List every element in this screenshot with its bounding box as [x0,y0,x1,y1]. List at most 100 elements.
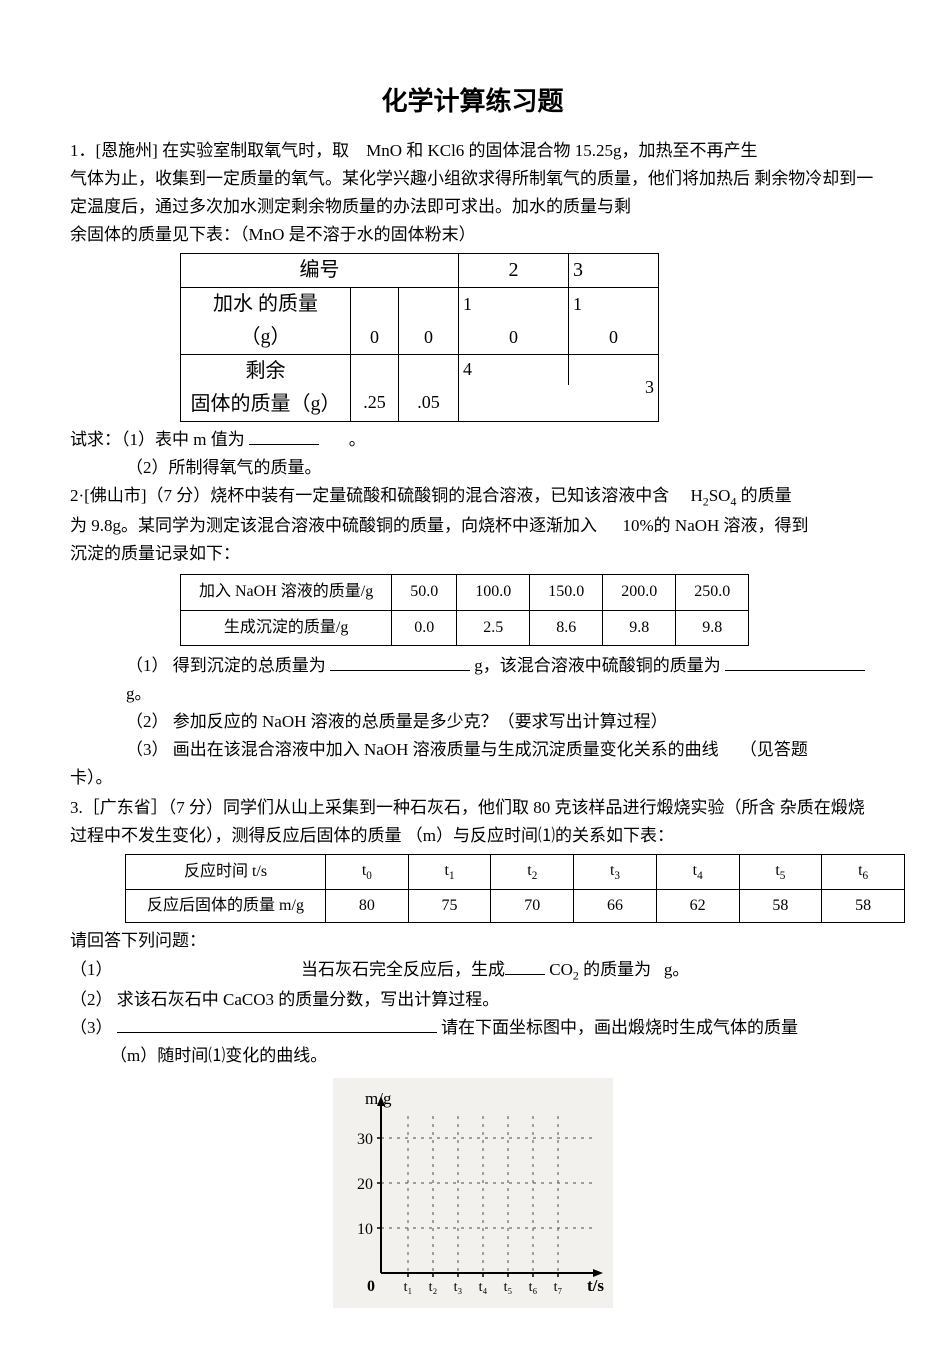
svg-text:t₁: t₁ [403,1280,412,1295]
q2-p1a: （1） 得到沉淀的总质量为 [126,656,326,675]
q2-line1d: 的质量 [736,486,791,505]
q2-p2: （2） 参加反应的 NaOH 溶液的总质量是多少克？（要求写出计算过程） [70,708,875,736]
svg-text:0: 0 [367,1278,375,1295]
t2-v12: 100.0 [457,575,530,610]
t1-r1c3: 3 [569,254,659,288]
t1-r2v4: 0 [569,321,659,355]
q2-line1: 2·[佛山市]（7 分）烧杯中装有一定量硫酸和硫酸铜的混合溶液，已知该溶液中含 … [70,482,875,512]
t2-v24: 9.8 [603,610,676,645]
q3-p1a: （1） [70,960,113,979]
q3-p1b: 当石灰石完全反应后，生成 [301,960,505,979]
t2-v14: 200.0 [603,575,676,610]
q1-line1a: 1．[恩施州] 在实验室制取氧气时，取 [70,141,349,160]
svg-text:t₂: t₂ [428,1280,437,1295]
q2-line2b: 10%的 NaOH 溶液，得到 [623,516,809,535]
q2-p3a: （3） 画出在该混合溶液中加入 NaOH 溶液质量与生成沉淀质量变化关系的曲线 [126,740,719,759]
svg-text:10: 10 [357,1221,373,1238]
q2-p1: （1） 得到沉淀的总质量为 g，该混合溶液中硫酸铜的质量为 g。 [70,652,875,708]
t1-r3v2: .05 [399,385,459,422]
t1-r3v1: .25 [351,385,399,422]
q2-p1c: g。 [126,684,152,703]
t3-c4: t4 [656,855,739,890]
q2-p3c: 卡）。 [70,764,875,792]
t1-r2c4t: 1 [569,288,659,322]
t3-c5: t5 [739,855,822,890]
t3-v4: 62 [656,890,739,923]
t2-h2: 生成沉淀的质量/g [181,610,392,645]
t2-v25: 9.8 [676,610,749,645]
q1-ask1a: 试求：（1）表中 m 值为 [70,430,245,449]
t1-r3c4t: 3 [569,355,659,422]
t3-v3: 66 [574,890,657,923]
q1-ask2: （2）所制得氧气的质量。 [70,454,875,482]
t3-c2: t2 [491,855,574,890]
q1-line2: 气体为止，收集到一定质量的氧气。某化学兴趣小组欲求得所制氧气的质量，他们将加热后… [70,165,875,221]
q1-table: 编号 2 3 加水 的质量 （g） 1 1 0 0 0 0 剩余 固体的质量（g… [180,253,659,422]
q3-line1: 3.［广东省］（7 分）同学们从山上采集到一种石灰石，他们取 80 克该样品进行… [70,794,875,850]
t3-v1: 75 [408,890,491,923]
t2-v15: 250.0 [676,575,749,610]
q1-line1b: MnO 和 KCl6 的固体混合物 15.25g，加热至不再产生 [366,141,757,160]
q3-p2: （2） 求该石灰石中 CaCO3 的质量分数，写出计算过程。 [70,986,875,1014]
svg-text:30: 30 [357,1131,373,1148]
t3-v5: 58 [739,890,822,923]
svg-text:t₄: t₄ [478,1280,487,1295]
q3-p3b: 请在下面坐标图中，画出煅烧时生成气体的质量 [441,1018,798,1037]
t2-v22: 2.5 [457,610,530,645]
svg-text:t/s: t/s [587,1276,604,1295]
q3-p1: （1） 当石灰石完全反应后，生成 CO2 的质量为 g。 [70,956,875,986]
t1-r2c3t: 1 [459,288,569,322]
q3-p3a: （3） [70,1018,113,1037]
q3-ask: 请回答下列问题： [70,927,875,955]
q2-line2: 为 9.8g。某同学为测定该混合溶液中硫酸铜的质量，向烧杯中逐渐加入 10%的 … [70,512,875,540]
t1-r3c1a: 剩余 [181,355,350,388]
t3-c6: t6 [822,855,905,890]
svg-text:t₆: t₆ [528,1280,537,1295]
t1-r1c2: 2 [459,254,569,288]
q1-ask1b: 。 [349,430,366,449]
q2-table: 加入 NaOH 溶液的质量/g 50.0 100.0 150.0 200.0 2… [180,574,749,646]
q1-line1: 1．[恩施州] 在实验室制取氧气时，取 MnO 和 KCl6 的固体混合物 15… [70,137,875,165]
q2-p1b: g，该混合溶液中硫酸铜的质量为 [474,656,721,675]
t3-h1: 反应时间 t/s [126,855,326,890]
chart-container: 10 20 30 t₁ t₂ t₃ t₄ t₅ t₆ t₇ 0 m/g t/s [70,1078,875,1317]
svg-text:20: 20 [357,1176,373,1193]
t2-v21: 0.0 [392,610,457,645]
svg-text:t₃: t₃ [453,1280,462,1295]
q3-table: 反应时间 t/s t0 t1 t2 t3 t4 t5 t6 反应后固体的质量 m… [125,854,905,923]
t2-v11: 50.0 [392,575,457,610]
q3-p1e: g。 [664,960,690,979]
q2-p3b: （见答题 [740,740,808,759]
t1-r3c1b: 固体的质量（g） [181,388,350,421]
t1-r3c3t: 4 [459,355,569,385]
q1-line3: 余固体的质量见下表：（MnO 是不溶于水的固体粉末） [70,221,875,249]
t2-v13: 150.0 [530,575,603,610]
q2-line1c: SO [709,486,731,505]
svg-text:t₇: t₇ [553,1280,562,1295]
q3-p1c: CO [549,960,573,979]
t3-c0: t0 [326,855,409,890]
t2-v23: 8.6 [530,610,603,645]
t2-h1: 加入 NaOH 溶液的质量/g [181,575,392,610]
blank-long3 [117,1016,437,1033]
q3-p1d: 的质量为 [579,960,651,979]
t3-v0: 80 [326,890,409,923]
t1-r1c1: 编号 [181,254,459,288]
t1-r2c1a: 加水 的质量 [181,288,350,321]
t3-v2: 70 [491,890,574,923]
q2-line2a: 为 9.8g。某同学为测定该混合溶液中硫酸铜的质量，向烧杯中逐渐加入 [70,516,597,535]
svg-text:t₅: t₅ [503,1280,512,1295]
q3-p3: （3） 请在下面坐标图中，画出煅烧时生成气体的质量 [70,1014,875,1042]
t1-r2v2: 0 [399,321,459,355]
t1-r2v1: 0 [351,321,399,355]
t3-h2: 反应后固体的质量 m/g [126,890,326,923]
blank-m [249,428,319,445]
q2-line1a: 2·[佛山市]（7 分）烧杯中装有一定量硫酸和硫酸铜的混合溶液，已知该溶液中含 [70,486,669,505]
q1-ask1: 试求：（1）表中 m 值为 。 [70,426,875,454]
t3-c1: t1 [408,855,491,890]
svg-text:m/g: m/g [365,1089,392,1108]
blank-cuso4 [725,654,865,671]
q2-line3: 沉淀的质量记录如下： [70,540,875,568]
t3-c3: t3 [574,855,657,890]
q3-p4: （m）随时间⑴变化的曲线。 [70,1042,875,1070]
